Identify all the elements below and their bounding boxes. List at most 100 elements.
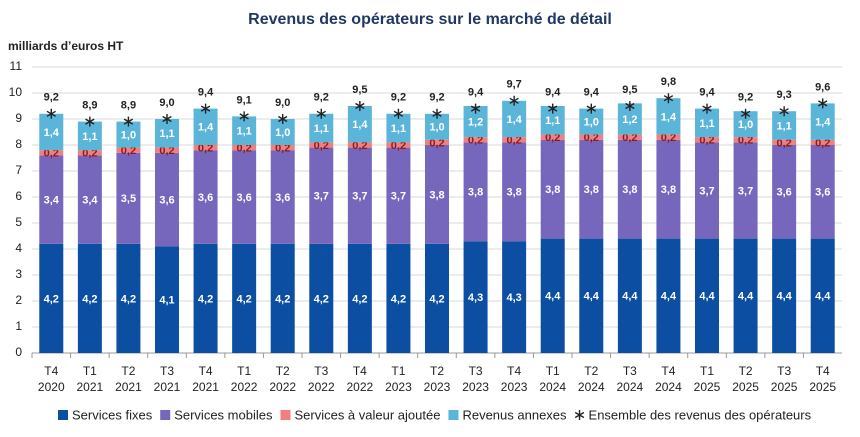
y-tick-label: 0	[15, 345, 22, 359]
x-tick-label: T3 2021	[154, 364, 181, 394]
bar-segment	[617, 238, 642, 353]
data-label: 4,2	[82, 293, 97, 305]
bar-segment	[193, 150, 218, 244]
bar-segment	[116, 152, 141, 244]
bar-segment	[39, 243, 64, 353]
x-tick-label: T3 2022	[308, 364, 335, 394]
bar-segment	[386, 147, 411, 244]
data-label: 1,0	[275, 127, 290, 139]
total-label: 8,9	[82, 100, 97, 112]
data-label: 0,2	[815, 137, 830, 149]
bar-segment	[193, 145, 218, 151]
x-tick-label-line: T2	[430, 364, 444, 378]
x-tick-label: T1 2022	[231, 364, 258, 394]
total-label: 9,7	[506, 79, 521, 91]
legend-label: Services mobiles	[174, 407, 273, 422]
data-label: 4,3	[468, 292, 483, 304]
total-marker	[123, 116, 134, 127]
x-tick-label: T2 2025	[732, 364, 759, 394]
total-label: 9,5	[352, 84, 367, 96]
total-marker	[818, 98, 828, 109]
data-label: 0,2	[121, 145, 136, 157]
x-tick-label-line: T4	[816, 364, 830, 378]
data-label: 0,2	[314, 140, 329, 152]
x-tick-label-line: T1	[391, 364, 405, 378]
x-tick-label-line: 2022	[231, 380, 258, 394]
data-label: 4,2	[44, 293, 59, 305]
bar-segment	[772, 145, 797, 239]
data-label: 0,2	[198, 143, 213, 155]
total-label: 9,4	[198, 87, 214, 99]
bar-segment	[77, 150, 102, 156]
bar-segment	[540, 134, 565, 140]
legend-swatch	[280, 410, 291, 420]
y-tick-label: 2	[15, 293, 22, 307]
bar-segment	[502, 100, 527, 138]
legend-label: Revenus annexes	[462, 407, 567, 422]
bar-segment	[347, 106, 372, 143]
x-tick-label-line: T1	[83, 364, 97, 378]
x-tick-label-line: 2022	[269, 380, 296, 394]
y-tick-label: 3	[15, 267, 22, 281]
x-tick-label-line: 2021	[77, 380, 104, 394]
x-tick-label: T4 2020	[38, 364, 65, 394]
data-label: 3,7	[314, 191, 329, 203]
x-tick-label-line: 2024	[578, 380, 605, 394]
x-tick-label-line: 2023	[424, 380, 451, 394]
bar-segment	[617, 139, 642, 239]
data-label: 4,2	[275, 293, 290, 305]
bar-segment	[502, 142, 527, 242]
data-label: 0,2	[468, 135, 483, 147]
x-tick-label-line: 2020	[38, 380, 65, 394]
bar-segment	[540, 238, 565, 353]
x-tick-label-line: 2021	[115, 380, 142, 394]
chart-title: Revenus des opérateurs sur le marché de …	[248, 11, 612, 28]
data-label: 3,6	[776, 187, 791, 199]
x-tick-label: T4 2021	[192, 364, 219, 394]
total-marker	[200, 103, 211, 114]
data-label: 4,2	[198, 293, 213, 305]
x-tick-label-line: T4	[661, 364, 675, 378]
total-marker	[586, 103, 596, 114]
x-tick-label: T1 2024	[539, 364, 566, 394]
x-tick-label-line: T3	[160, 364, 174, 378]
data-label: 3,8	[545, 184, 560, 196]
bar-segment	[810, 238, 835, 353]
x-tick-label: T4 2022	[347, 364, 374, 394]
bar-segment	[733, 142, 758, 239]
x-tick-label-line: T2	[121, 364, 135, 378]
total-label: 9,2	[429, 92, 444, 104]
data-label: 4,4	[584, 291, 600, 303]
data-label: 4,4	[738, 291, 754, 303]
bar-segment	[116, 243, 141, 353]
bar-segment	[463, 241, 488, 353]
data-label: 0,2	[776, 137, 791, 149]
data-label: 3,8	[661, 184, 676, 196]
total-marker	[548, 103, 558, 114]
x-tick-label-line: 2021	[154, 380, 181, 394]
legend-label: Services à valeur ajoutée	[294, 407, 440, 422]
legend-marker	[574, 410, 585, 420]
legend-swatch	[58, 410, 68, 420]
data-label: 1,0	[584, 117, 599, 129]
total-label: 9,4	[468, 87, 484, 99]
y-tick-label: 7	[15, 163, 22, 177]
data-label: 1,1	[314, 123, 329, 135]
total-marker	[85, 116, 95, 127]
data-label: 1,4	[815, 117, 831, 129]
bar-segment	[155, 152, 179, 247]
bar-segment	[347, 142, 372, 148]
data-label: 4,2	[391, 293, 406, 305]
x-tick-label-line: 2022	[308, 380, 335, 394]
x-tick-label-line: T3	[623, 364, 637, 378]
bar-segment	[425, 139, 449, 145]
x-tick-label-line: 2024	[539, 380, 566, 394]
total-marker	[625, 101, 635, 111]
legend-label: Services fixes	[72, 407, 153, 422]
data-label: 1,0	[121, 130, 136, 142]
bar-segment	[425, 243, 449, 353]
x-tick-label-line: T4	[199, 364, 213, 378]
total-marker	[663, 93, 674, 104]
data-label: 3,6	[275, 192, 290, 204]
total-marker	[470, 103, 481, 114]
